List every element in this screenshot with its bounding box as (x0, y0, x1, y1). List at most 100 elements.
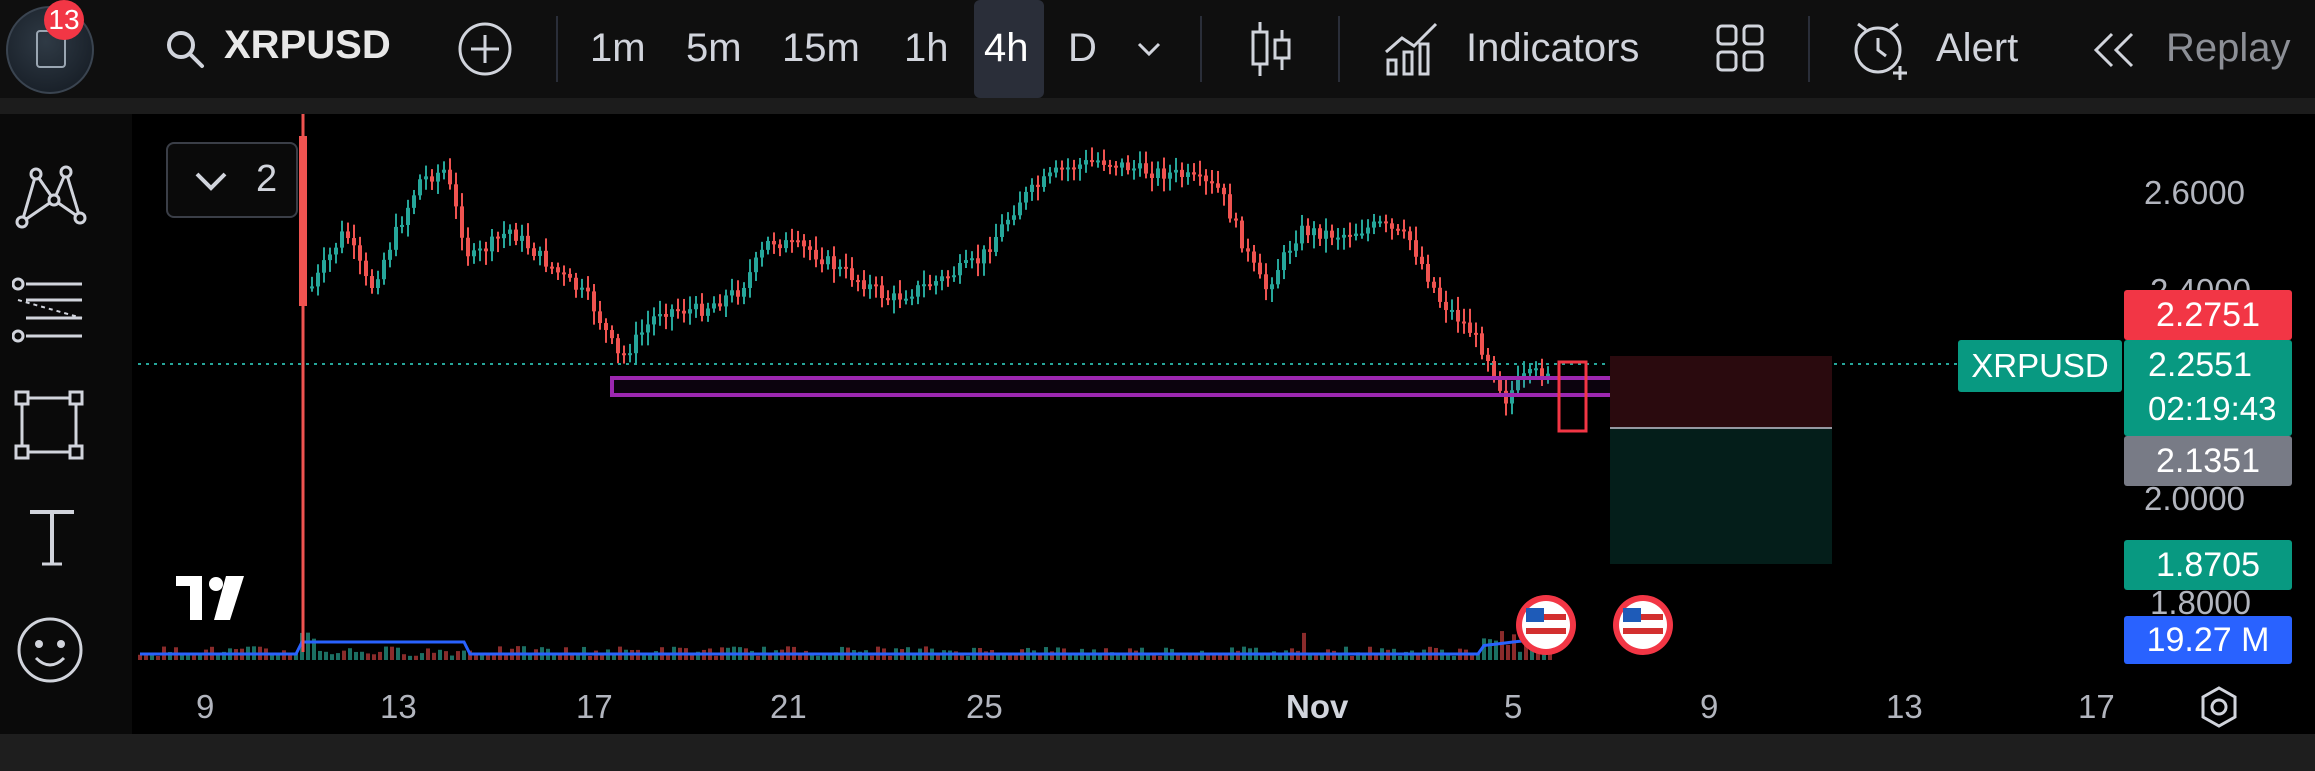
volume-bar (1206, 653, 1210, 660)
candle-body (1174, 169, 1178, 173)
candle-body (424, 176, 428, 180)
candle-body (1546, 373, 1550, 377)
volume-bar (222, 651, 226, 660)
volume-bar (312, 638, 316, 660)
chevron-down-icon (195, 172, 227, 191)
candle-body (550, 266, 554, 269)
interval-5m[interactable]: 5m (686, 26, 742, 70)
volume-bar (1278, 652, 1282, 660)
candle-body (1216, 183, 1220, 188)
us-event-flag-icon[interactable] (1613, 595, 1673, 655)
fib-retracement-tool-icon[interactable] (12, 274, 88, 346)
volume-moving-average-line (140, 636, 1551, 656)
candle-body (598, 311, 602, 324)
candlestick-type-icon[interactable] (1246, 18, 1296, 80)
volume-bar (714, 655, 718, 660)
volume-bar (426, 648, 430, 660)
last-price-tag (2124, 340, 2292, 436)
indicators-icon[interactable] (1382, 18, 1442, 78)
replay-button[interactable]: Replay (2166, 26, 2291, 70)
interval-4h[interactable]: 4h (984, 26, 1029, 70)
volume-bar (1002, 653, 1006, 660)
last-price-value: 2.2551 (2148, 346, 2252, 384)
alert-button[interactable]: Alert (1936, 26, 2019, 70)
candle-body (676, 309, 680, 312)
indicators-button[interactable]: Indicators (1466, 26, 1640, 70)
volume-bar (1308, 655, 1312, 660)
candle-body (1204, 175, 1208, 182)
interval-1m[interactable]: 1m (590, 26, 646, 70)
candle-body (538, 250, 542, 256)
candle-body (622, 353, 626, 356)
replay-rewind-icon[interactable] (2088, 30, 2138, 70)
volume-bar (600, 654, 604, 660)
object-tree-toggle[interactable]: 2 (166, 142, 298, 218)
volume-bar (888, 655, 892, 660)
candle-body (1048, 172, 1052, 177)
candle-body (820, 259, 824, 265)
interval-1h[interactable]: 1h (904, 26, 949, 70)
chevron-down-icon[interactable] (1134, 38, 1164, 60)
candle-body (604, 323, 608, 331)
chart-pane[interactable] (138, 114, 2315, 734)
volume-bar (390, 646, 394, 660)
volume-bar (408, 655, 412, 660)
us-event-flag-icon[interactable] (1516, 595, 1576, 655)
alert-clock-icon[interactable] (1850, 16, 1912, 82)
volume-bar (384, 646, 388, 660)
volume-bar (1446, 654, 1450, 660)
volume-bar (1068, 653, 1072, 660)
candle-body (1150, 173, 1154, 179)
candle-body (1420, 256, 1424, 265)
volume-bar (156, 655, 160, 660)
candle-body (844, 266, 848, 269)
candle-body (1300, 225, 1304, 244)
candle-body (310, 286, 314, 289)
volume-bar (828, 653, 832, 660)
chart-settings-icon[interactable] (2196, 684, 2242, 730)
candle-body (688, 309, 692, 314)
symbol-search[interactable]: XRPUSD (160, 20, 400, 76)
volume-bar (912, 653, 916, 660)
interval-4h-active[interactable] (974, 0, 1044, 98)
interval-d[interactable]: D (1068, 26, 1097, 70)
trend-pattern-tool-icon[interactable] (14, 158, 88, 232)
symbol-price-tag: XRPUSD (1958, 340, 2122, 392)
candle-body (1276, 270, 1280, 285)
volume-bar (666, 655, 670, 660)
candle-body (1450, 309, 1454, 312)
add-symbol-icon[interactable] (456, 20, 514, 78)
candle-body (580, 287, 584, 290)
candle-body (1234, 218, 1238, 221)
candle-body (514, 229, 518, 241)
volume-bar (834, 652, 838, 660)
candle-body (1540, 368, 1544, 377)
time-axis-label: 9 (196, 688, 215, 725)
candle-body (430, 176, 434, 182)
rectangle-tool-icon[interactable] (14, 390, 84, 460)
toolbar-separator (1338, 16, 1340, 82)
volume-bar (480, 653, 484, 660)
candle-body (358, 245, 362, 261)
candle-body (730, 290, 734, 296)
text-tool-icon[interactable] (24, 504, 80, 570)
candle-body (886, 298, 890, 301)
volume-bar (168, 651, 172, 660)
candle-body (862, 280, 866, 290)
candle-body (1324, 230, 1328, 239)
volume-bar (1266, 653, 1270, 660)
interval-15m[interactable]: 15m (782, 26, 860, 70)
candle-body (322, 260, 326, 273)
support-zone-rectangle[interactable] (610, 376, 1720, 397)
emoji-tool-icon[interactable] (14, 614, 86, 686)
candle-body (1006, 219, 1010, 225)
volume-bar (330, 654, 334, 660)
layouts-grid-icon[interactable] (1714, 22, 1766, 74)
entry-price-tag: 2.1351 (2124, 436, 2292, 486)
position-stop-zone[interactable] (1610, 428, 1832, 564)
candle-body (1360, 233, 1364, 236)
highlight-box[interactable] (1557, 360, 1588, 433)
position-target-zone[interactable] (1610, 356, 1832, 428)
candle-body (910, 296, 914, 299)
